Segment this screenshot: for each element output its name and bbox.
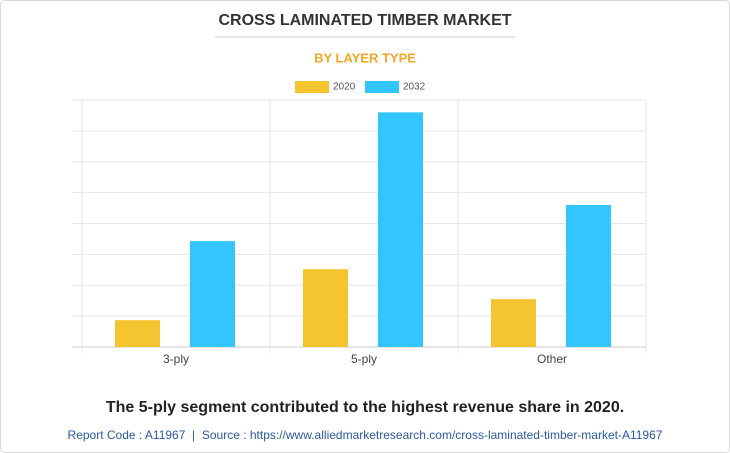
caption: The 5-ply segment contributed to the hig… <box>106 399 624 416</box>
bar <box>303 269 348 347</box>
bar <box>190 241 235 347</box>
legend-swatch <box>365 81 399 93</box>
bar <box>491 299 536 347</box>
legend-label: 2020 <box>333 82 356 93</box>
legend-swatch <box>295 81 329 93</box>
bar <box>566 204 611 347</box>
x-tick-label: Other <box>537 352 567 366</box>
chart-title: CROSS LAMINATED TIMBER MARKET <box>218 12 511 29</box>
bar <box>378 112 423 347</box>
legend-label: 2032 <box>403 82 426 93</box>
x-tick-label: 5-ply <box>351 352 377 366</box>
chart-subtitle: BY LAYER TYPE <box>314 50 416 65</box>
x-tick-label: 3-ply <box>163 352 189 366</box>
bar <box>115 320 160 347</box>
footer: Report Code : A11967 | Source : https://… <box>68 428 663 442</box>
